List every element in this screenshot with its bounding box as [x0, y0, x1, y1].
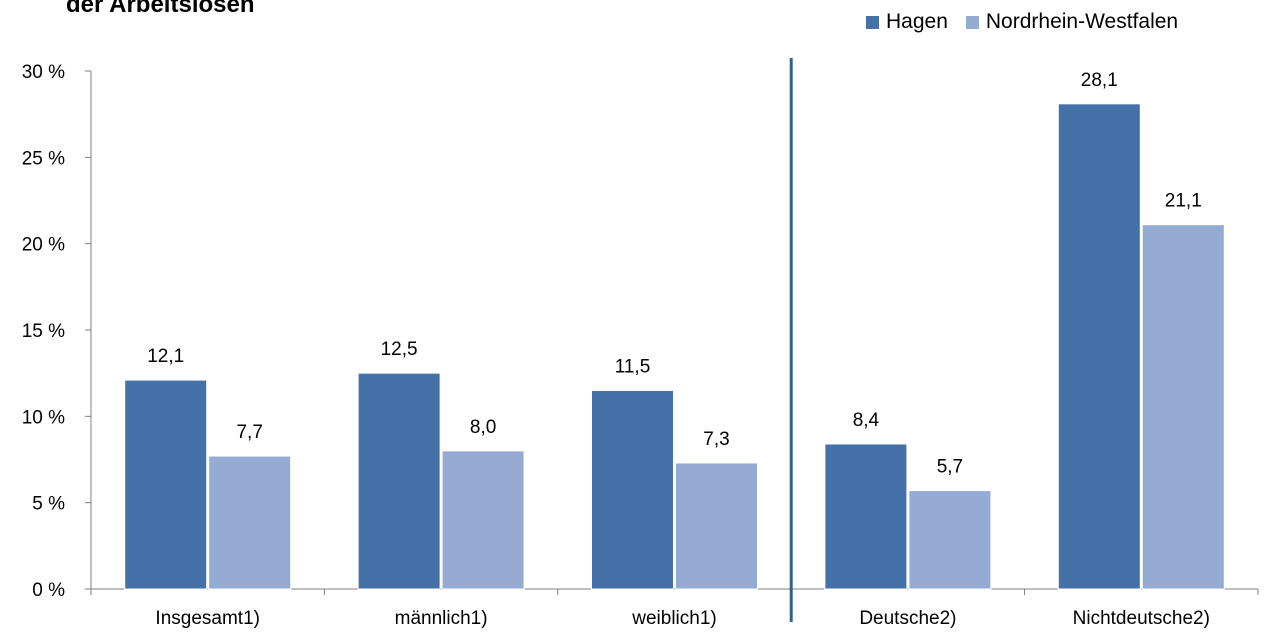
bar-nrw — [908, 490, 992, 590]
legend-label-hagen: Hagen — [886, 10, 948, 33]
data-label-hagen: 12,5 — [381, 339, 418, 360]
x-tick-label: Insgesamt1) — [155, 608, 260, 629]
chart-title: der Arbeitslosen — [66, 0, 255, 18]
data-label-hagen: 8,4 — [853, 410, 880, 431]
bar-hagen — [591, 389, 674, 590]
bar-nrw — [675, 462, 758, 590]
bar-nrw — [1141, 224, 1225, 590]
legend-item-nrw: Nordrhein-Westfalen — [965, 10, 1179, 34]
y-tick-label: 0 % — [32, 580, 65, 601]
data-label-hagen: 11,5 — [615, 356, 651, 377]
y-tick-label: 30 % — [22, 62, 65, 83]
data-label-nrw: 7,3 — [703, 429, 729, 450]
data-label-nrw: 7,7 — [236, 422, 262, 443]
data-label-nrw: 21,1 — [1165, 191, 1202, 212]
x-tick-label: Nichtdeutsche2) — [1073, 608, 1210, 629]
legend-label-nrw: Nordrhein-Westfalen — [985, 10, 1179, 33]
legend-item-hagen: Hagen — [866, 10, 948, 34]
x-tick-label: Deutsche2) — [859, 608, 956, 629]
data-label-nrw: 8,0 — [470, 417, 496, 438]
chart-data-labels: 12,1 7,7 12,5 8,0 11,5 7,3 8,4 5,7 28,1 21,1 — [147, 70, 1202, 478]
bar-nrw — [208, 455, 292, 590]
legend-swatch-nrw — [965, 15, 979, 29]
x-tick-label: männlich1) — [395, 608, 488, 629]
bar-hagen — [1057, 103, 1141, 590]
bar-nrw — [441, 450, 525, 590]
legend-swatch-hagen — [866, 15, 879, 29]
y-tick-label: 10 % — [22, 407, 65, 428]
y-tick-label: 15 % — [22, 321, 65, 342]
chart-legend: Hagen Nordrhein-Westfalen — [866, 10, 1196, 34]
y-tick-label: 20 % — [22, 235, 65, 256]
data-label-hagen: 28,1 — [1081, 70, 1118, 91]
y-tick-label: 5 % — [32, 494, 65, 515]
data-label-hagen: 12,1 — [147, 346, 184, 367]
y-tick-label: 25 % — [22, 148, 65, 169]
bar-hagen — [357, 372, 441, 590]
data-label-nrw: 5,7 — [937, 457, 963, 478]
chart-bars — [124, 103, 1225, 590]
x-tick-label: weiblich1) — [631, 608, 716, 629]
bar-hagen — [824, 443, 908, 590]
bar-hagen — [124, 379, 208, 590]
